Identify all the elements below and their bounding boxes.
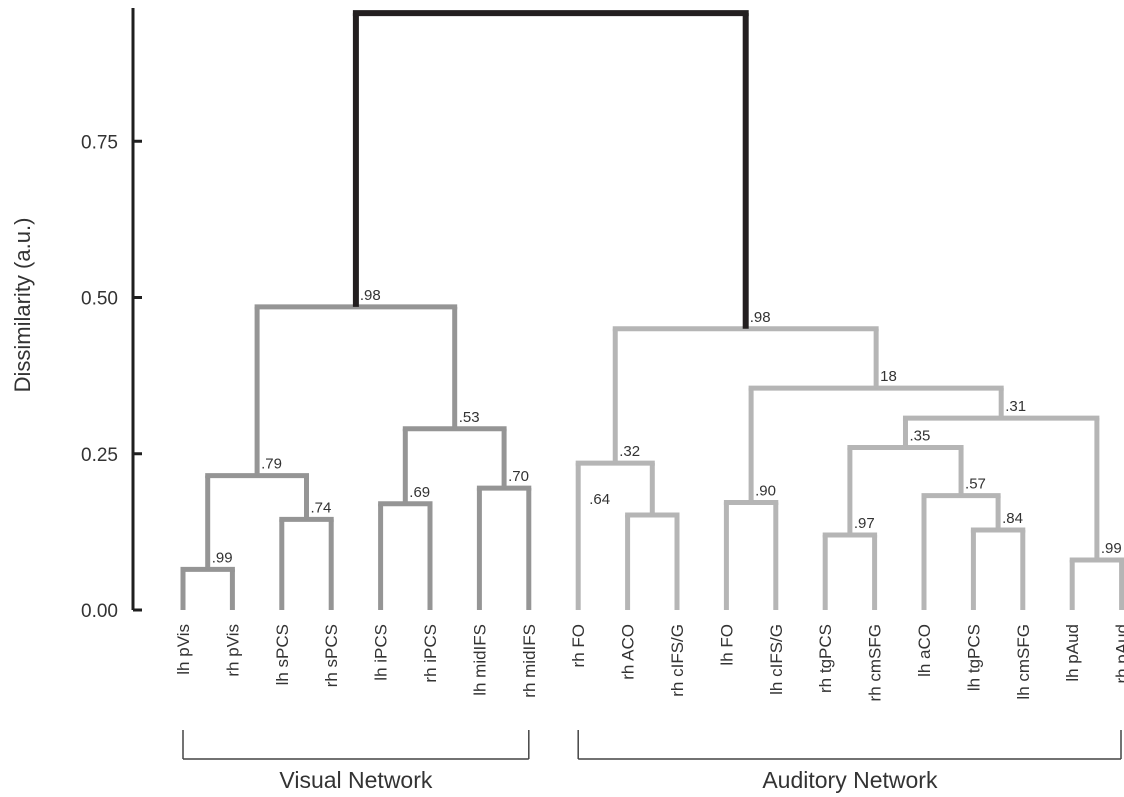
support-value-v6: .53 bbox=[459, 409, 480, 426]
leaf-label-rh-ipcs: rh iPCS bbox=[421, 624, 440, 683]
support-value-a9: .31 bbox=[1005, 398, 1026, 415]
leaf-label-rh-pvis: rh pVis bbox=[223, 624, 242, 677]
leaf-label-rh-cmsfg: rh cmSFG bbox=[866, 624, 885, 701]
support-value-v5: .70 bbox=[508, 468, 529, 485]
support-value-v1: .99 bbox=[212, 549, 233, 566]
leaf-label-lh-fo: lh FO bbox=[717, 624, 736, 666]
leaf-label-lh-cifs-g: lh cIFS/G bbox=[767, 624, 786, 695]
leaf-labels: lh pVis rh pVis lh sPCS rh sPCS lh iPCS rh iP… bbox=[174, 624, 1124, 701]
support-value-a10: 18 bbox=[880, 368, 897, 385]
support-value-a7: .35 bbox=[909, 428, 930, 445]
support-value-a6: .57 bbox=[965, 476, 986, 493]
group-label-auditory-network: Auditory Network bbox=[762, 767, 938, 793]
network-groups: Visual Network Auditory Network bbox=[182, 730, 1122, 793]
support-value-v7: .98 bbox=[360, 287, 381, 304]
leaf-label-rh-paud: rh pAud bbox=[1113, 624, 1124, 684]
leaf-label-lh-ipcs: lh iPCS bbox=[372, 624, 391, 681]
y-tick-label: 0.50 bbox=[81, 289, 118, 310]
y-tick-label: 0.00 bbox=[81, 601, 118, 622]
y-axis-label: Dissimilarity (a.u.) bbox=[10, 218, 35, 393]
support-value-a8: .99 bbox=[1101, 540, 1122, 557]
y-tick-label: 0.25 bbox=[81, 445, 118, 466]
support-value-v3: .79 bbox=[261, 456, 282, 473]
leaf-label-rh-cifs-g: rh cIFS/G bbox=[668, 624, 687, 697]
leaf-label-lh-spcs: lh sPCS bbox=[273, 624, 292, 685]
leaf-label-lh-cmsfg: lh cmSFG bbox=[1014, 624, 1033, 700]
y-axis: 0.00 0.25 0.50 0.75 bbox=[81, 8, 142, 622]
support-value-a5: .84 bbox=[1002, 510, 1023, 527]
dendrogram-tree bbox=[180, 10, 1124, 610]
y-tick-label: 0.75 bbox=[81, 132, 118, 153]
support-values: .99 .74 .79 .69 .70 .53 .98 .32 .90 .97 .84 .57 .35.… bbox=[212, 287, 1122, 567]
support-value-v4: .69 bbox=[409, 484, 430, 501]
leaf-label-rh-midifs: rh midIFS bbox=[520, 624, 539, 698]
leaf-label-rh-fo: rh FO bbox=[569, 624, 588, 667]
leaf-label-lh-aco: lh aCO bbox=[915, 624, 934, 677]
leaf-label-lh-pvis: lh pVis bbox=[174, 624, 193, 675]
support-value-a3: .90 bbox=[755, 483, 776, 500]
support-value-v2: .74 bbox=[311, 499, 332, 516]
leaf-label-lh-paud: lh pAud bbox=[1063, 624, 1082, 682]
support-value-a4: .97 bbox=[854, 515, 875, 532]
support-value-extra: .64 bbox=[589, 491, 610, 508]
leaf-label-lh-tgpcs: lh tgPCS bbox=[964, 624, 983, 691]
support-value-a11: .98 bbox=[750, 309, 771, 326]
leaf-label-rh-tgpcs: rh tgPCS bbox=[816, 624, 835, 693]
leaf-label-rh-aco: rh ACO bbox=[619, 624, 638, 680]
leaf-label-rh-spcs: rh sPCS bbox=[322, 624, 341, 687]
leaf-label-lh-midifs: lh midIFS bbox=[470, 624, 489, 696]
support-value-a2: .32 bbox=[619, 443, 640, 460]
group-label-visual-network: Visual Network bbox=[279, 767, 432, 793]
